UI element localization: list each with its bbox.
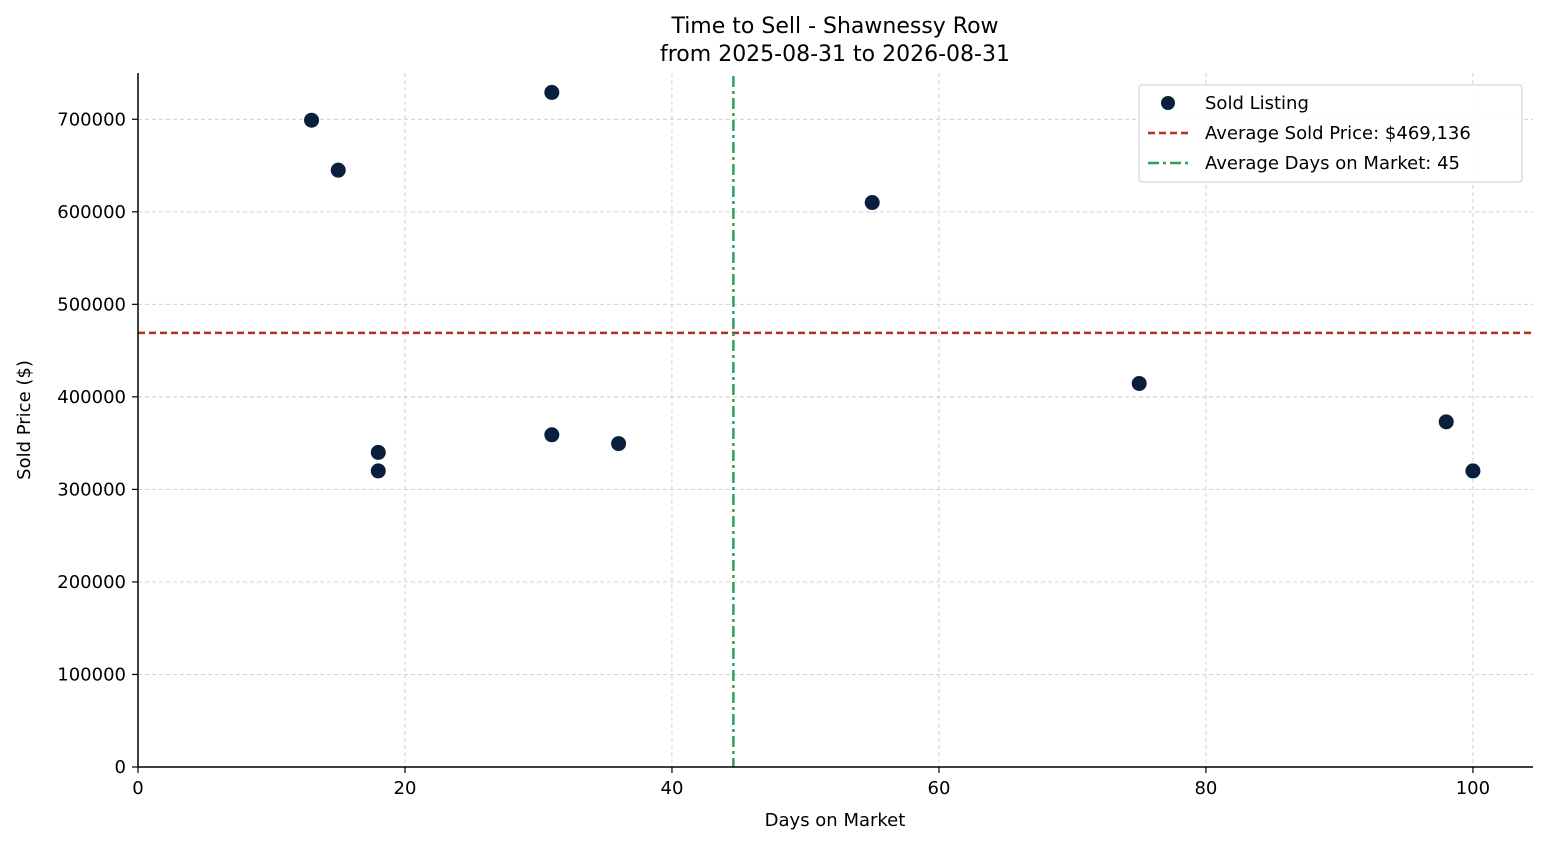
legend-label-average-days: Average Days on Market: 45: [1205, 153, 1460, 174]
y-tick-label: 700000: [57, 109, 126, 130]
grid-lines: [138, 73, 1533, 767]
sold-listing-point: [544, 84, 560, 100]
sold-listing-point: [1131, 375, 1147, 391]
legend-label-sold-listing: Sold Listing: [1205, 93, 1309, 114]
sold-listing-point: [330, 162, 346, 178]
y-tick-label: 600000: [57, 202, 126, 223]
y-tick-label: 0: [115, 757, 126, 778]
sold-listing-point: [370, 444, 386, 460]
x-tick-label: 100: [1456, 778, 1490, 799]
x-tick-label: 80: [1194, 778, 1217, 799]
y-tick-label: 300000: [57, 479, 126, 500]
chart-title: Time to Sell - Shawnessy Row: [670, 14, 998, 39]
x-axis-label: Days on Market: [765, 810, 906, 831]
x-axis-ticks: 0 20 40 60 80 100: [132, 767, 1490, 799]
legend-marker-sold-listing: [1161, 96, 1175, 110]
sold-listing-point: [611, 436, 627, 452]
y-tick-label: 400000: [57, 387, 126, 408]
chart-subtitle: from 2025-08-31 to 2026-08-31: [660, 42, 1010, 67]
y-tick-label: 200000: [57, 572, 126, 593]
sold-listing-point: [1438, 414, 1454, 430]
sold-listing-point: [864, 195, 880, 211]
legend: Sold Listing Average Sold Price: $469,13…: [1138, 84, 1523, 183]
sold-listing-point: [304, 112, 320, 128]
sold-listing-point: [544, 427, 560, 443]
sold-listing-point: [1465, 463, 1481, 479]
x-tick-label: 0: [132, 778, 143, 799]
x-tick-label: 40: [661, 778, 684, 799]
legend-label-average-price: Average Sold Price: $469,136: [1205, 123, 1471, 144]
legend-box: [1138, 84, 1523, 183]
x-tick-label: 60: [928, 778, 951, 799]
y-tick-label: 500000: [57, 294, 126, 315]
sold-listing-point: [370, 463, 386, 479]
x-tick-label: 20: [394, 778, 417, 799]
y-axis-label: Sold Price ($): [14, 360, 35, 480]
y-tick-label: 100000: [57, 664, 126, 685]
reference-lines: [138, 76, 1533, 767]
data-points: [304, 84, 1481, 479]
y-axis-ticks: 0 100000 200000 300000 400000 500000 600000 700…: [57, 109, 138, 778]
